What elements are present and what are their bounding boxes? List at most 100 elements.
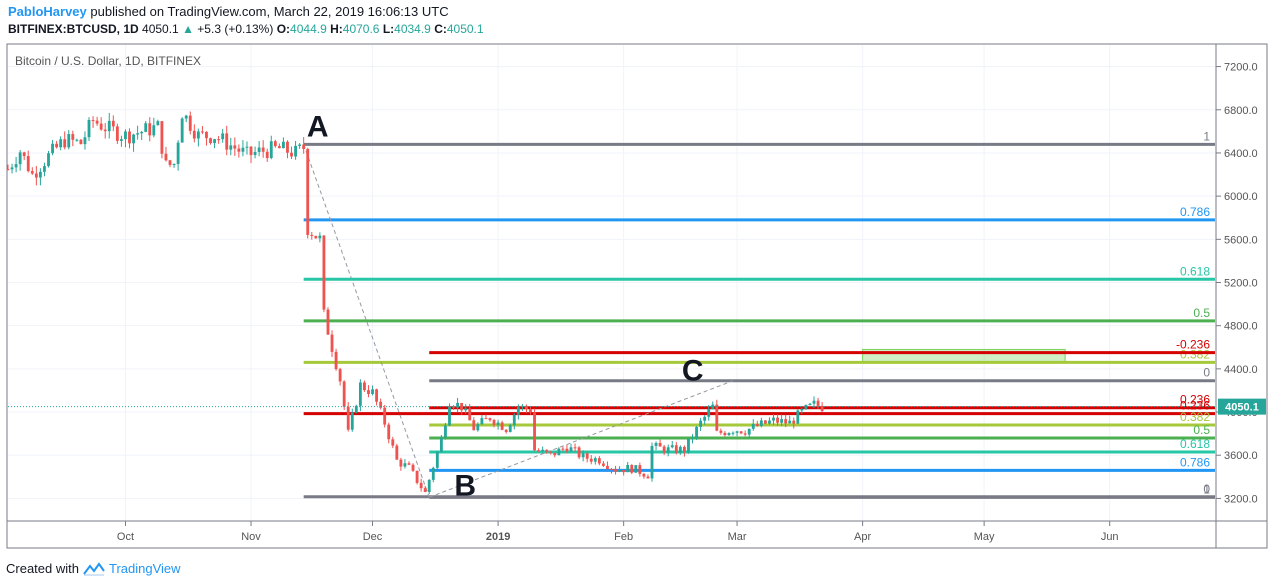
- candle-body: [516, 407, 520, 415]
- author-link[interactable]: PabloHarvey: [8, 4, 87, 19]
- time-axis[interactable]: Oct Nov Dec 2019 Feb Mar Apr May Jun: [117, 521, 1119, 543]
- candle-body: [180, 118, 184, 143]
- candle-body: [622, 469, 626, 473]
- tradingview-brand-link[interactable]: TradingView: [108, 561, 181, 576]
- candle-body: [371, 389, 374, 394]
- candle-body: [79, 139, 83, 145]
- candle-body: [776, 417, 779, 423]
- candle-body: [407, 463, 411, 465]
- candle-body: [14, 164, 18, 168]
- candle-body: [804, 404, 808, 409]
- price-axis[interactable]: 3200.03600.04000.04400.04800.05200.05600…: [1216, 62, 1258, 506]
- fib2-level-label: 0.382: [1180, 410, 1210, 424]
- candle-body: [508, 425, 512, 432]
- candle-body: [26, 156, 30, 172]
- candle-body: [326, 309, 330, 335]
- candle-body: [650, 445, 654, 479]
- candle-body: [549, 451, 553, 453]
- candle-body: [670, 445, 674, 448]
- candle-body: [119, 139, 123, 141]
- candle-body: [403, 463, 407, 467]
- candle-body: [209, 138, 212, 144]
- x-tick-label: 2019: [486, 531, 510, 543]
- candle-body: [634, 465, 638, 473]
- candle-body: [128, 131, 131, 144]
- candle-body: [253, 152, 257, 156]
- fib2-level-label: 0.618: [1180, 437, 1210, 451]
- candle-body: [444, 425, 447, 438]
- fib2-level-label: 0.5: [1193, 423, 1210, 437]
- candle-body: [431, 467, 435, 480]
- candle-body: [95, 120, 99, 124]
- candle-body: [435, 451, 439, 468]
- candle-body: [711, 404, 715, 410]
- candle-body: [751, 423, 755, 429]
- candle-body: [160, 121, 164, 154]
- candle-body: [585, 453, 589, 459]
- candle-body: [743, 433, 747, 435]
- trend-line: [429, 380, 734, 498]
- symbol-name: BITFINEX:BTCUSD, 1D: [8, 22, 139, 36]
- candle-body: [666, 447, 670, 453]
- candle-body: [6, 169, 10, 171]
- candle-body: [537, 450, 541, 452]
- candle-body: [573, 447, 577, 449]
- candle-body: [350, 412, 354, 430]
- candle-body: [18, 152, 22, 165]
- candle-body: [152, 125, 156, 136]
- fib2-level-label: 0.236: [1180, 393, 1210, 407]
- candle-body: [302, 144, 306, 149]
- candle-body: [249, 146, 253, 156]
- candle-body: [419, 482, 423, 489]
- candle-body: [500, 422, 504, 430]
- y-tick-label: 5600.0: [1224, 234, 1258, 246]
- candle-body: [480, 418, 484, 425]
- candle-body: [755, 423, 759, 427]
- chart-title: Bitcoin / U.S. Dollar, 1D, BITFINEX: [15, 54, 201, 68]
- candle-body: [391, 439, 395, 446]
- candle-body: [221, 133, 225, 140]
- trend-lines[interactable]: [303, 144, 734, 498]
- candle-body: [739, 431, 743, 434]
- candle-body: [132, 134, 135, 144]
- chart-frame: [6, 43, 1268, 549]
- fib2-level-label: 1: [1203, 482, 1210, 496]
- candle-body: [630, 464, 634, 473]
- candle-body: [87, 119, 91, 138]
- up-arrow-icon: ▲: [182, 22, 194, 36]
- x-tick-label: Mar: [728, 531, 747, 543]
- y-tick-label: 6400.0: [1224, 148, 1258, 160]
- candle-body: [687, 438, 690, 453]
- candle-body: [245, 146, 249, 148]
- publish-info: published on TradingView.com, March 22, …: [90, 4, 449, 19]
- candle-body: [610, 469, 613, 471]
- fib1-level-label: 1: [1203, 129, 1210, 143]
- candle-body: [788, 420, 792, 424]
- fib1-level-label: 0: [1203, 482, 1210, 496]
- candle-body: [723, 432, 727, 436]
- fib2-level-label: -0.236: [1176, 338, 1210, 352]
- candle-body: [597, 458, 601, 464]
- candle-body: [638, 465, 642, 474]
- candle-body: [561, 448, 565, 450]
- candle-body: [468, 408, 472, 421]
- candle-body: [618, 469, 622, 472]
- candle-body: [294, 145, 297, 157]
- low-value: 4034.9: [394, 22, 431, 36]
- candle-body: [205, 131, 208, 139]
- grid: [8, 45, 1215, 520]
- candle-body: [184, 115, 188, 119]
- candle-body: [452, 406, 455, 408]
- candle-body: [233, 145, 237, 149]
- high-value: 4070.6: [342, 22, 380, 36]
- y-tick-label: 3200.0: [1224, 493, 1258, 505]
- candle-body: [75, 139, 79, 141]
- candle-body: [241, 147, 245, 152]
- candle-body: [71, 134, 75, 140]
- candle-body: [358, 382, 362, 406]
- low-label: L:: [382, 22, 395, 36]
- candle-body: [772, 417, 775, 421]
- candle-body: [606, 465, 609, 470]
